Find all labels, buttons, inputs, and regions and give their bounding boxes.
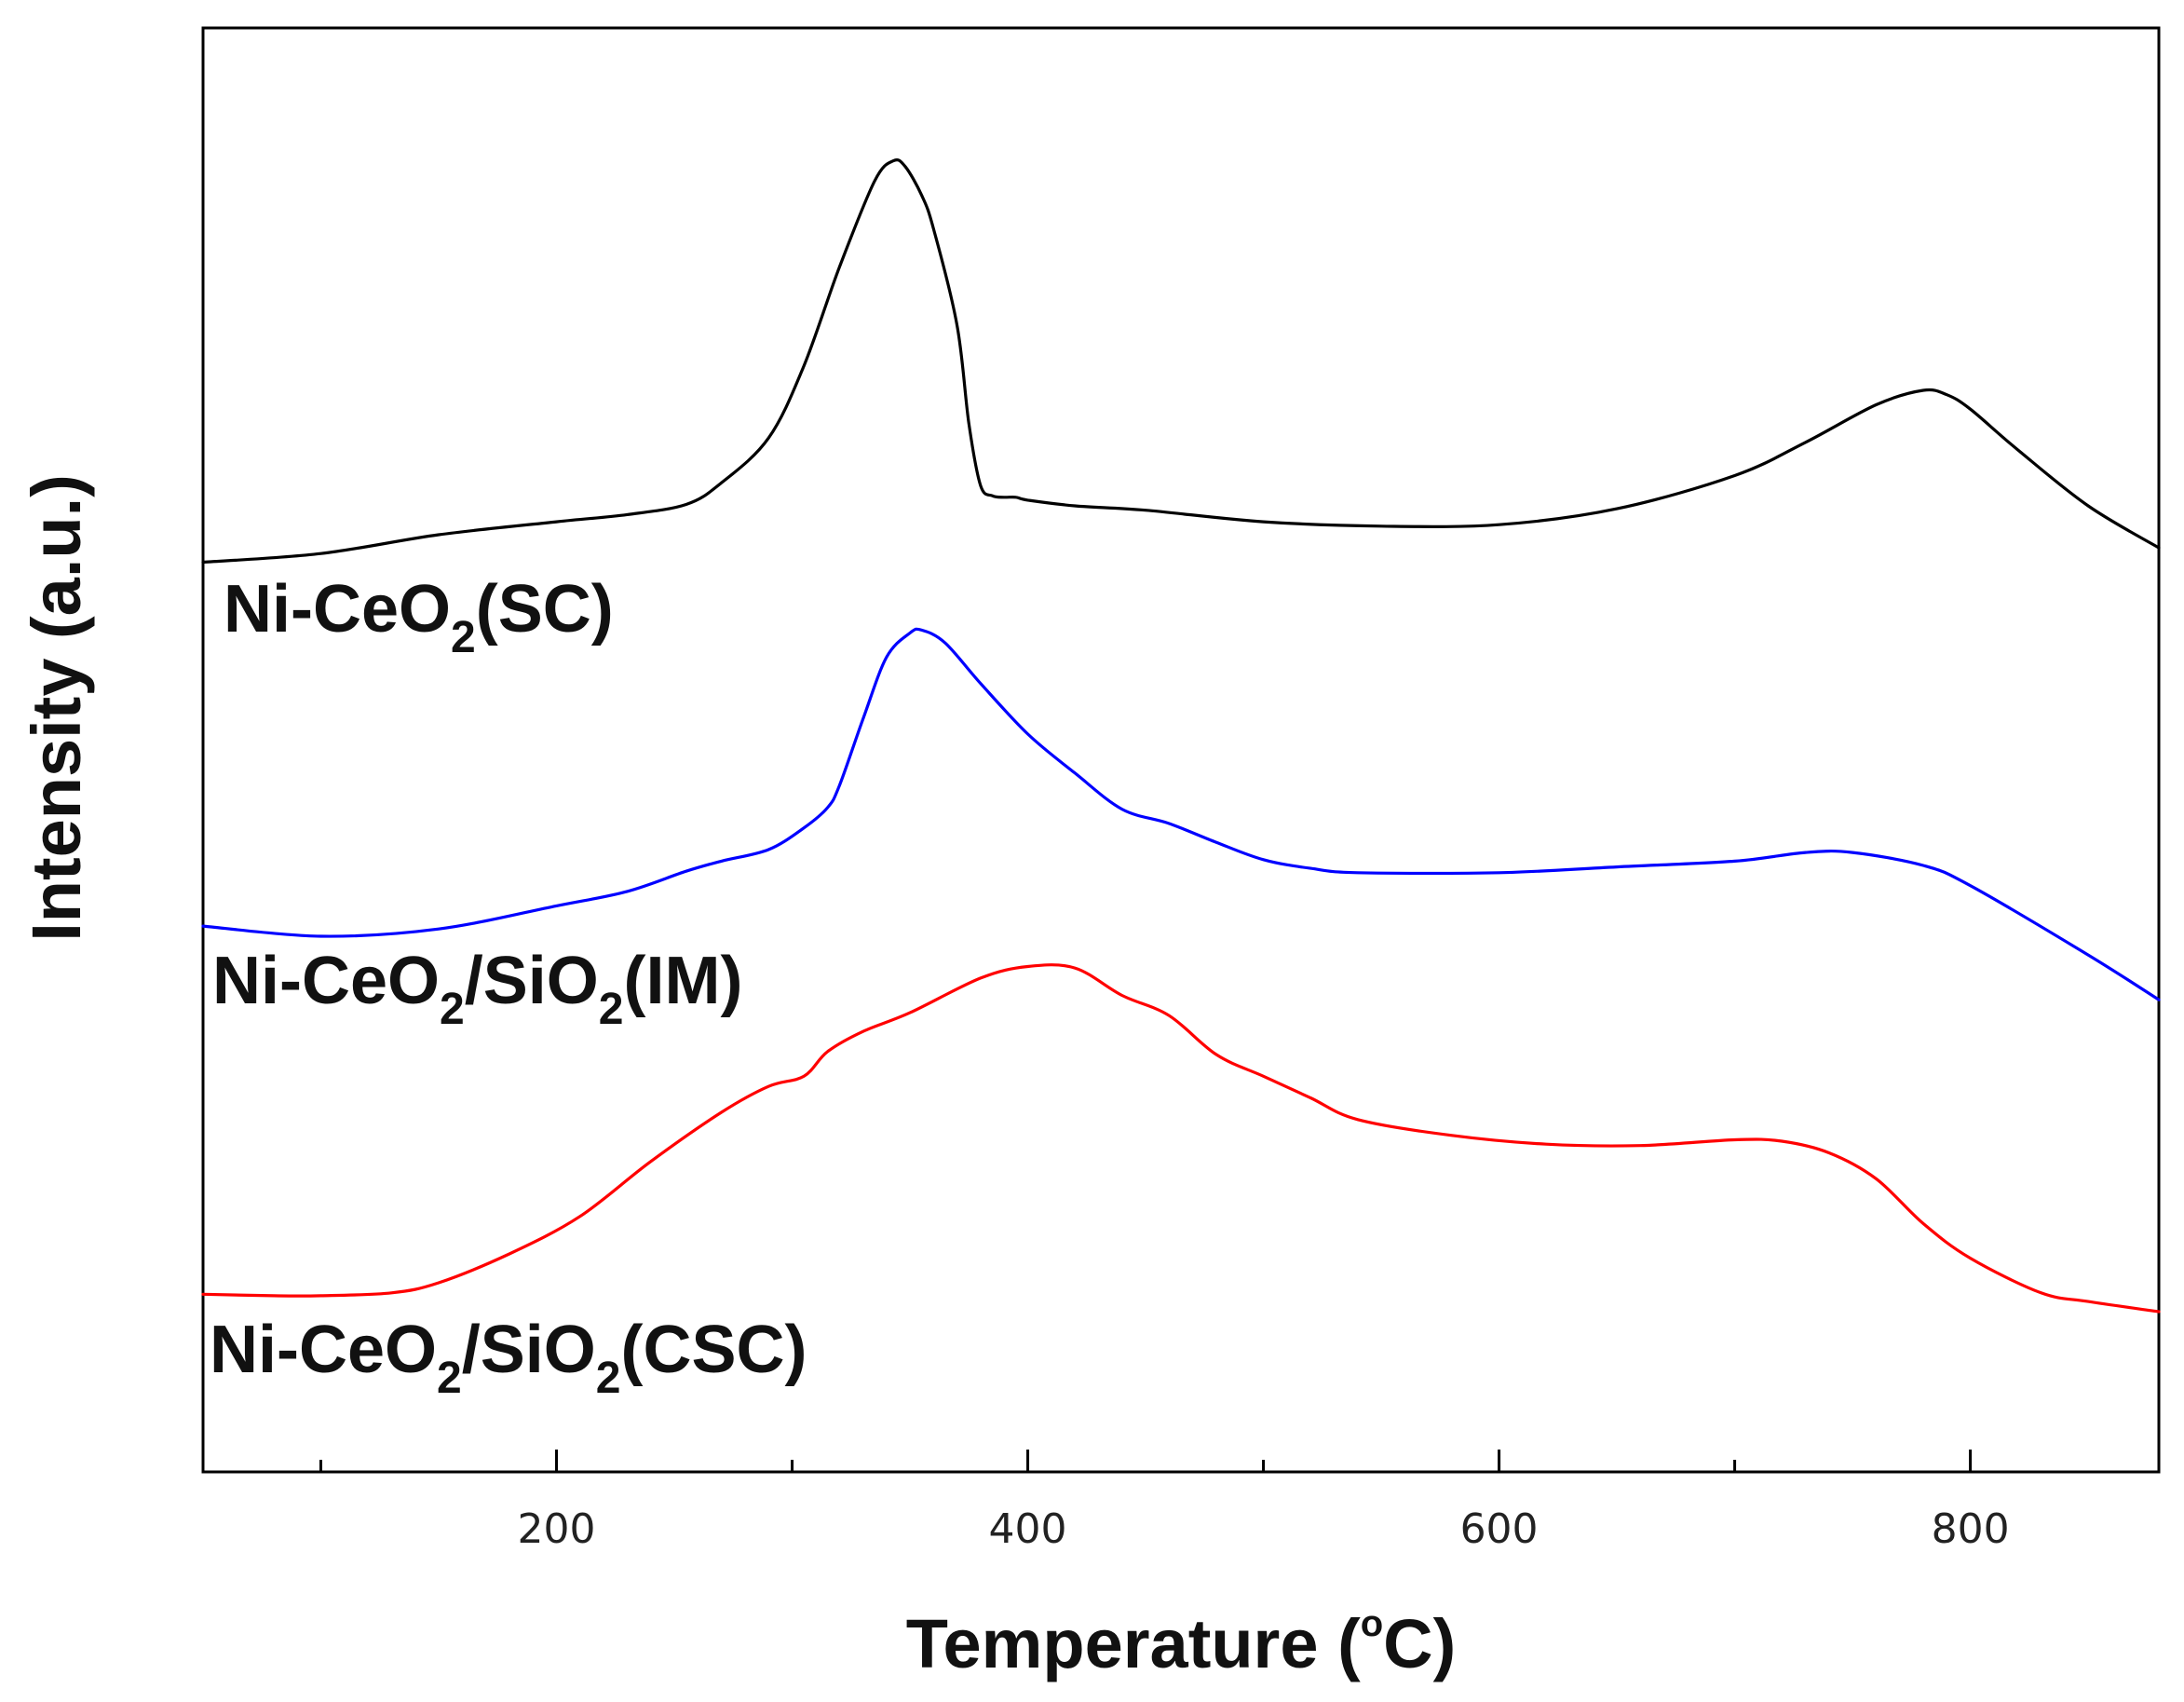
series-line-csc (201, 963, 2161, 1314)
series-label-csc: Ni-CeO2/SiO2(CSC) (210, 1313, 807, 1403)
x-axis-title-after: C) (1383, 1605, 1456, 1682)
series-label-im-sub: 2 (440, 985, 465, 1034)
series-label-csc-rest: (CSC) (620, 1313, 807, 1387)
series-label-csc-sub2: 2 (596, 1354, 621, 1403)
series-label-im-sub2: 2 (599, 985, 624, 1034)
series-label-sc-sub: 2 (451, 613, 476, 662)
plot-frame (201, 26, 2161, 1474)
x-tick-label-800: 800 (1932, 1505, 2010, 1553)
series-label-im: Ni-CeO2/SiO2(IM) (212, 944, 742, 1034)
x-axis-title: Temperature (oC) (906, 1603, 1457, 1682)
series-label-im-base: Ni-CeO (212, 944, 440, 1018)
series-label-sc-rest: (SC) (476, 572, 614, 647)
series-label-csc-sub: 2 (437, 1354, 462, 1403)
x-tick-label-600: 600 (1460, 1505, 1539, 1553)
series-label-sc-base: Ni-CeO (224, 572, 451, 647)
series-label-im-slash: /SiO (465, 944, 599, 1018)
series-label-csc-base: Ni-CeO (210, 1313, 437, 1387)
x-axis-title-degree: o (1361, 1603, 1383, 1644)
y-axis-title: Intensity (a.u.) (18, 474, 95, 942)
series-line-im (201, 627, 2161, 1001)
series-label-im-rest: (IM) (623, 944, 742, 1018)
series-label-sc: Ni-CeO2(SC) (224, 572, 614, 662)
x-axis-title-before: Temperature ( (906, 1605, 1361, 1682)
series-lines (201, 158, 2161, 1314)
x-tick-label-400: 400 (989, 1505, 1067, 1553)
x-tick-label-200: 200 (518, 1505, 596, 1553)
series-label-csc-slash: /SiO (462, 1313, 596, 1387)
series-line-sc (201, 158, 2161, 565)
x-axis-ticks: 200 400 600 800 (319, 1450, 2010, 1553)
